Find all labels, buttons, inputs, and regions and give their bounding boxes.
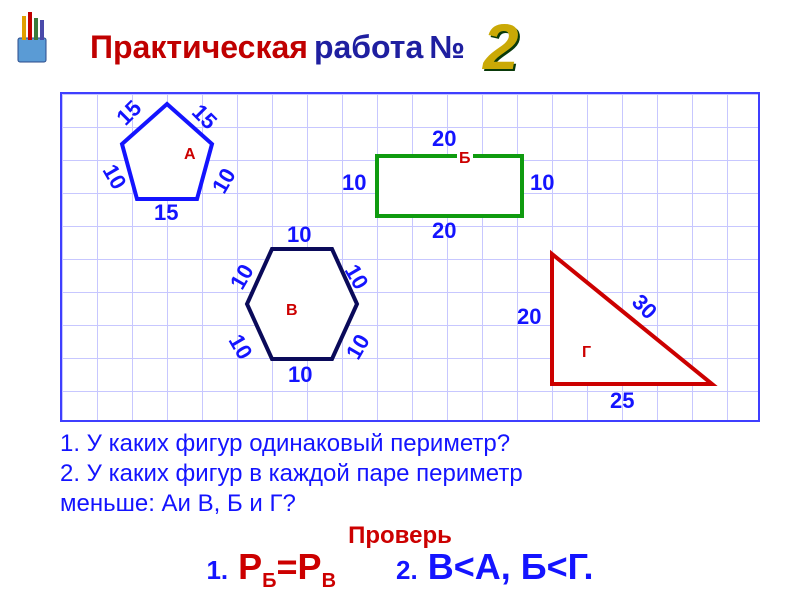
slide-container: Практическая работа № 2 1515101015А20101…: [0, 0, 800, 600]
answer-1: 1. РБ=РВ: [206, 546, 336, 593]
title-row: Практическая работа № 2: [40, 10, 760, 84]
triangle-shape: [552, 254, 712, 384]
answer-1-p2: Р: [298, 546, 322, 587]
side-length-label: 10: [288, 362, 312, 388]
shape-letter-label: В: [284, 302, 300, 320]
side-length-label: 25: [610, 388, 634, 414]
page-title: Практическая работа №: [90, 29, 465, 66]
question-2a: 2. У каких фигур в каждой паре периметр: [60, 460, 760, 488]
answers-row: 1. РБ=РВ 2. В<А, Б<Г.: [40, 546, 760, 593]
title-word-2: работа: [314, 29, 423, 66]
rectangle-shape: [377, 156, 522, 216]
big-number-icon: 2: [483, 10, 519, 84]
side-length-label: 20: [517, 304, 541, 330]
question-1: 1. У каких фигур одинаковый периметр?: [60, 430, 760, 458]
side-length-label: 10: [287, 222, 311, 248]
answer-1-sub-b: Б: [262, 570, 276, 592]
side-length-label: 20: [432, 126, 456, 152]
shapes-svg: [62, 94, 762, 424]
answer-2-num: 2.: [396, 555, 418, 586]
answer-1-eq: =: [277, 546, 298, 587]
answer-1-num: 1.: [206, 555, 228, 586]
side-length-label: 20: [432, 218, 456, 244]
answer-1-p1: Р: [238, 546, 262, 587]
answer-2-body: В<А, Б<Г.: [428, 546, 594, 588]
title-numsign: №: [429, 29, 465, 66]
shape-letter-label: Г: [580, 344, 593, 362]
answer-2: 2. В<А, Б<Г.: [396, 546, 594, 593]
title-word-1: Практическая: [90, 29, 308, 66]
side-length-label: 10: [530, 170, 554, 196]
answer-1-sub-v: В: [322, 570, 336, 592]
side-length-label: 15: [154, 200, 178, 226]
shape-letter-label: Б: [457, 150, 473, 168]
side-length-label: 10: [342, 170, 366, 196]
questions-block: 1. У каких фигур одинаковый периметр? 2.…: [60, 430, 760, 518]
grid-workspace: 1515101015А20101020Б101010101010В203025Г: [60, 92, 760, 422]
shape-letter-label: А: [182, 146, 198, 164]
hexagon-shape: [247, 249, 357, 359]
answer-1-body: РБ=РВ: [238, 546, 336, 593]
question-2b: меньше: Аи В, Б и Г?: [60, 490, 760, 518]
pencil-icon: [8, 8, 56, 64]
